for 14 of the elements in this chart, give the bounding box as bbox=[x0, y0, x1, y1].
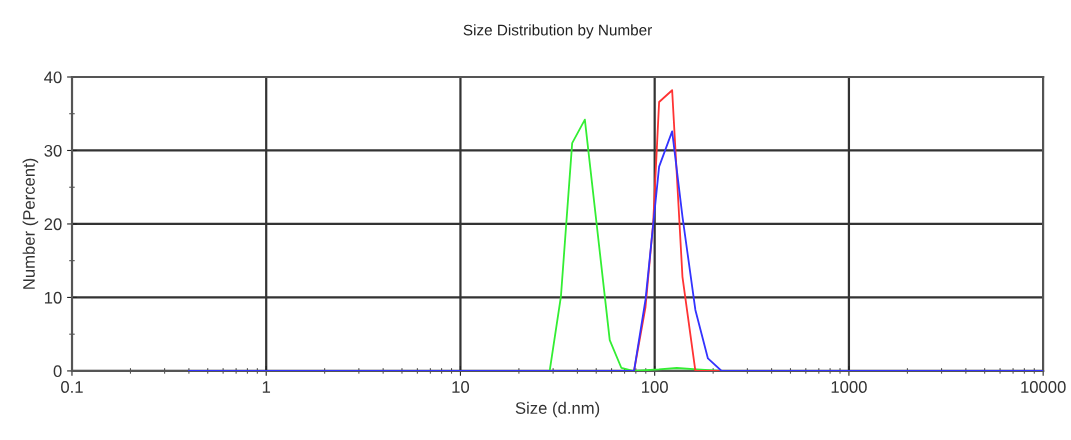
x-tick-label: 10 bbox=[452, 381, 470, 393]
x-axis-title: Size (d.nm) bbox=[515, 401, 600, 418]
x-tick-label: 10000 bbox=[1021, 381, 1066, 393]
y-tick-label: 0 bbox=[53, 365, 62, 378]
y-tick-label: 20 bbox=[44, 218, 62, 231]
y-tick-label: 40 bbox=[44, 71, 62, 84]
x-tick-label: 100 bbox=[642, 381, 668, 393]
y-tick-label: 30 bbox=[44, 144, 62, 157]
y-axis-title: Number (Percent) bbox=[22, 158, 39, 289]
y-tick-label: 10 bbox=[44, 291, 62, 304]
x-tick-label: 1000 bbox=[831, 381, 867, 393]
x-tick-label: 0.1 bbox=[61, 381, 83, 393]
chart-title: Size Distribution by Number bbox=[463, 24, 652, 39]
x-tick-label: 1 bbox=[262, 381, 271, 393]
